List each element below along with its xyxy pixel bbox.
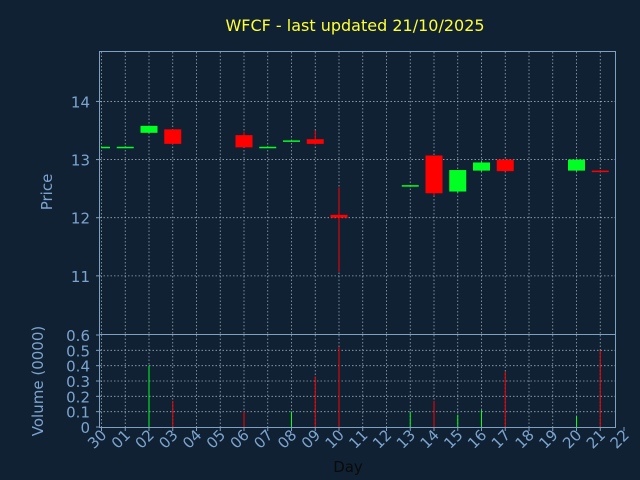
candle-body <box>473 162 490 171</box>
price-axis-label: Price <box>38 174 56 211</box>
candle-30 <box>101 146 110 149</box>
volume-tick-label: 0.1 <box>66 404 90 422</box>
candle-07 <box>259 146 277 149</box>
candle-06 <box>235 131 253 148</box>
candle-body <box>101 146 110 149</box>
price-tick-label: 14 <box>71 93 90 111</box>
candle-body <box>496 159 514 172</box>
x-axis-label: Day <box>333 458 363 476</box>
x-axis: 3001020304050607080910111213141516171819… <box>84 426 633 452</box>
candle-body <box>235 135 253 148</box>
candle-21 <box>591 170 609 173</box>
candle-17 <box>496 159 514 172</box>
volume-tick-label: 0.3 <box>66 373 90 391</box>
price-tick-label: 13 <box>71 152 90 170</box>
candle-01 <box>116 146 134 149</box>
candle-body <box>164 129 182 144</box>
volume-panel-frame <box>99 334 616 428</box>
candle-13 <box>401 185 419 187</box>
candle-body <box>306 139 324 144</box>
candle-body <box>259 146 277 149</box>
candle-02 <box>140 125 158 134</box>
candle-09 <box>306 130 324 145</box>
candle-03 <box>164 129 182 144</box>
price-grid <box>100 52 615 334</box>
volume-tick-label: 0.2 <box>66 388 90 406</box>
volume-axis: 00.10.20.30.40.50.6 <box>66 327 100 437</box>
candle-body <box>330 214 348 218</box>
volume-axis-label: Volume (0000) <box>29 326 47 436</box>
price-tick-label: 12 <box>71 210 90 228</box>
candle-body <box>116 146 134 149</box>
candle-body <box>568 159 585 171</box>
candle-body <box>283 140 300 142</box>
price-axis: 11 12 13 14 <box>71 93 100 286</box>
candle-20 <box>568 159 585 172</box>
candle-16 <box>473 161 490 172</box>
candle-body <box>401 185 419 187</box>
volume-tick-label: 0.6 <box>66 327 90 345</box>
price-tick-label: 11 <box>71 268 90 286</box>
candles <box>101 125 609 272</box>
volume-bars <box>148 347 601 427</box>
candle-body <box>449 170 467 192</box>
chart-title: WFCF - last updated 21/10/2025 <box>225 16 484 35</box>
candle-14 <box>425 155 443 196</box>
candle-body <box>140 125 158 133</box>
candle-15 <box>449 170 467 193</box>
candle-10 <box>330 187 348 272</box>
volume-tick-label: 0.5 <box>66 342 90 360</box>
volume-tick-label: 0.4 <box>66 358 90 376</box>
volume-tick-label: 0 <box>80 419 90 437</box>
candle-08 <box>283 140 300 142</box>
candle-body <box>425 155 443 194</box>
candle-body <box>591 170 609 173</box>
